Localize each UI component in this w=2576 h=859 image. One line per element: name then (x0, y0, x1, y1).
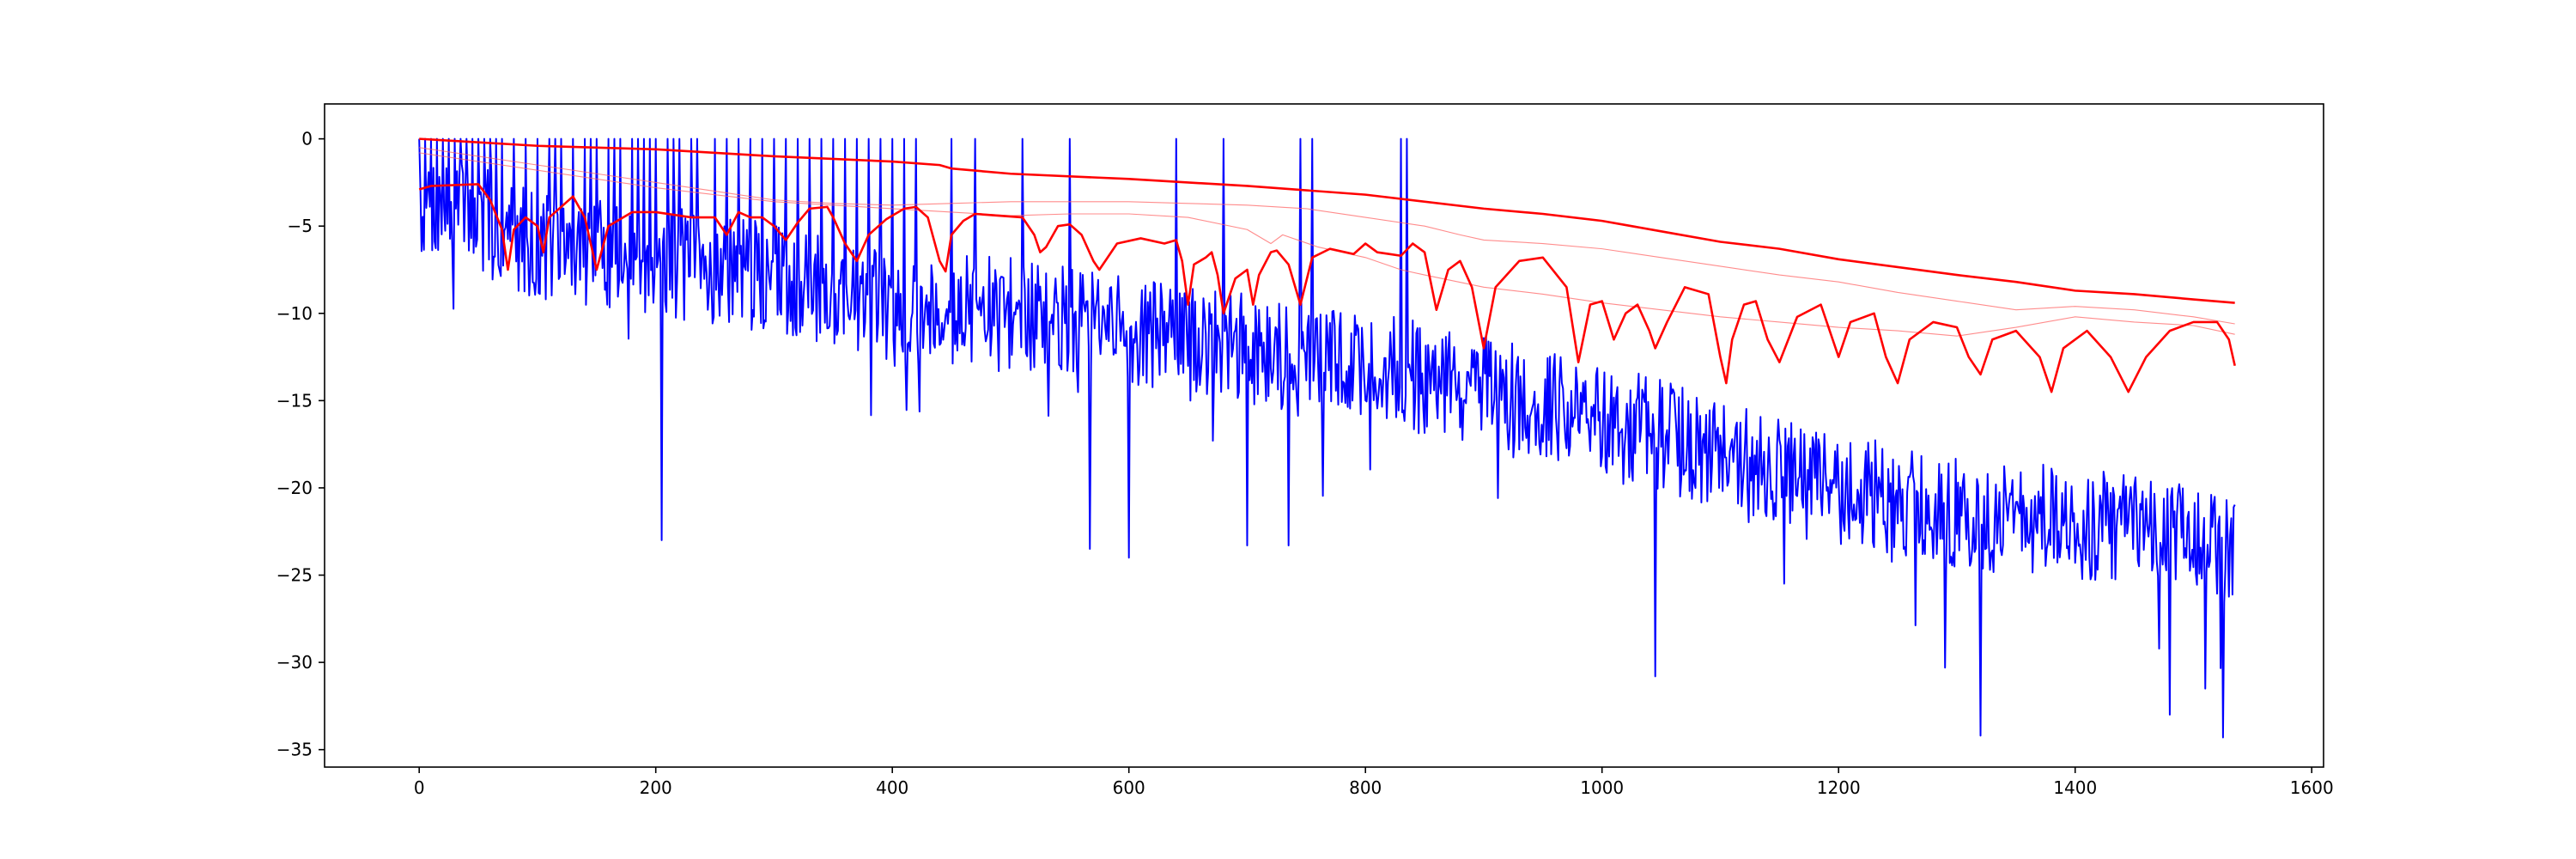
y-tick-label: −35 (276, 740, 313, 760)
series-line-1 (418, 183, 2236, 393)
x-axis-ticks: 0 200 400 600 800 1000 1200 1400 1600 (414, 767, 2334, 798)
series-layer (418, 137, 2236, 739)
y-tick-label: −20 (276, 478, 313, 498)
y-tick-label: −25 (276, 565, 313, 586)
series-line-4 (418, 137, 2236, 739)
x-tick-label: 1400 (2053, 777, 2097, 798)
x-tick-label: 1600 (2290, 777, 2334, 798)
x-tick-label: 0 (414, 777, 425, 798)
x-tick-label: 200 (640, 777, 672, 798)
series-line-0 (419, 137, 2235, 304)
series-line-3 (419, 152, 2235, 337)
x-tick-label: 600 (1113, 777, 1145, 798)
x-tick-label: 800 (1349, 777, 1382, 798)
x-tick-label: 1200 (1817, 777, 1861, 798)
y-tick-label: −30 (276, 652, 313, 673)
y-tick-label: −10 (276, 303, 313, 324)
y-axis-ticks: 0 −5 −10 −15 −20 −25 −30 −35 (276, 129, 325, 760)
y-tick-label: −15 (276, 390, 313, 411)
x-tick-label: 1000 (1580, 777, 1624, 798)
y-tick-label: −5 (288, 216, 313, 236)
y-tick-label: 0 (301, 129, 313, 149)
x-tick-label: 400 (876, 777, 908, 798)
series-line-2 (419, 147, 2235, 325)
